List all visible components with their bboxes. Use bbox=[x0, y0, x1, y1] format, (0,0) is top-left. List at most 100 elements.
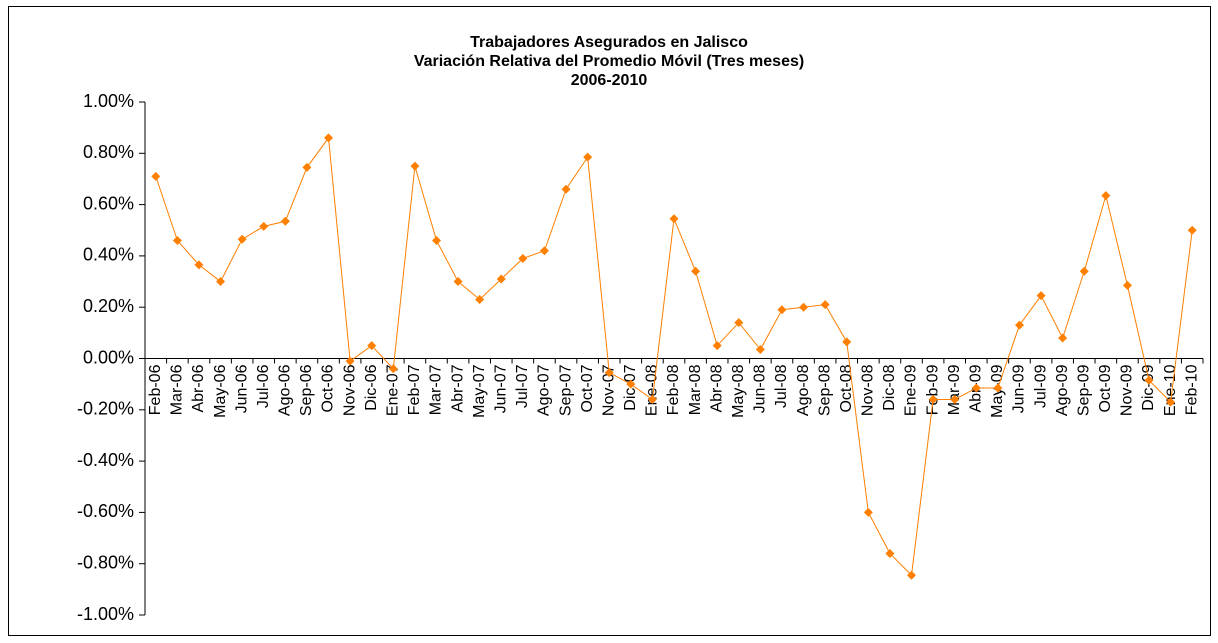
x-tick-label: Dic-06 bbox=[363, 364, 380, 410]
x-tick-label: Feb-06 bbox=[147, 364, 164, 415]
x-tick-label: Ago-09 bbox=[1054, 364, 1071, 416]
data-point bbox=[885, 548, 895, 558]
x-tick-label: Sep-06 bbox=[298, 364, 315, 416]
data-point bbox=[345, 356, 355, 366]
data-point bbox=[151, 171, 161, 181]
data-point bbox=[367, 341, 377, 351]
data-point bbox=[539, 246, 549, 256]
x-tick-label: Abr-08 bbox=[708, 364, 725, 412]
data-point bbox=[626, 379, 636, 389]
data-point bbox=[928, 395, 938, 405]
x-tick-label: Feb-08 bbox=[665, 364, 682, 415]
x-tick-label: Nov-08 bbox=[860, 364, 877, 416]
y-tick-label: -0.60% bbox=[77, 501, 134, 521]
x-tick-label: Jun-08 bbox=[752, 364, 769, 413]
data-point bbox=[604, 368, 614, 378]
data-point bbox=[907, 570, 917, 580]
data-point bbox=[475, 295, 485, 305]
x-tick-label: Feb-07 bbox=[406, 364, 423, 415]
x-tick-label: Ene-09 bbox=[903, 364, 920, 416]
y-tick-label: 0.80% bbox=[83, 142, 134, 162]
data-point bbox=[734, 318, 744, 328]
x-tick-label: Nov-09 bbox=[1119, 364, 1136, 416]
chart-border bbox=[8, 6, 1211, 636]
data-point bbox=[561, 184, 571, 194]
data-point bbox=[216, 277, 226, 287]
x-tick-label: May-07 bbox=[471, 364, 488, 417]
y-tick-label: 0.40% bbox=[83, 245, 134, 265]
data-point bbox=[1036, 291, 1046, 301]
x-tick-label: Abr-06 bbox=[190, 364, 207, 412]
data-point bbox=[971, 383, 981, 393]
y-tick-label: 0.20% bbox=[83, 296, 134, 316]
data-point bbox=[755, 345, 765, 355]
y-tick-label: 0.00% bbox=[83, 347, 134, 367]
data-point bbox=[431, 236, 441, 246]
x-tick-label: Dic-09 bbox=[1140, 364, 1157, 410]
x-tick-label: Mar-08 bbox=[687, 364, 704, 415]
data-point bbox=[280, 216, 290, 226]
x-tick-label: Oct-06 bbox=[320, 364, 337, 412]
data-point bbox=[410, 161, 420, 171]
data-point bbox=[1101, 191, 1111, 201]
x-tick-label: Feb-09 bbox=[924, 364, 941, 415]
x-tick-label: Jun-09 bbox=[1011, 364, 1028, 413]
x-tick-label: Jul-08 bbox=[773, 364, 790, 408]
x-tick-label: Jul-07 bbox=[514, 364, 531, 408]
chart-subtitle: Variación Relativa del Promedio Móvil (T… bbox=[414, 53, 804, 70]
x-tick-label: Jun-07 bbox=[492, 364, 509, 413]
chart-title: Trabajadores Asegurados en Jalisco bbox=[470, 34, 748, 51]
y-tick-label: -1.00% bbox=[77, 604, 134, 624]
data-point bbox=[950, 395, 960, 405]
data-point bbox=[777, 305, 787, 315]
data-point bbox=[259, 221, 269, 231]
data-point bbox=[863, 507, 873, 517]
x-tick-label: Ene-10 bbox=[1162, 364, 1179, 416]
data-point bbox=[647, 395, 657, 405]
data-point bbox=[324, 133, 334, 143]
data-point bbox=[388, 364, 398, 374]
data-point bbox=[1014, 320, 1024, 330]
data-point bbox=[302, 162, 312, 172]
x-tick-label: Nov-06 bbox=[341, 364, 358, 416]
chart-subtitle: 2006-2010 bbox=[571, 72, 648, 89]
data-point bbox=[712, 341, 722, 351]
data-point bbox=[799, 302, 809, 312]
x-tick-label: Ago-08 bbox=[795, 364, 812, 416]
data-point bbox=[820, 300, 830, 310]
data-point bbox=[1122, 280, 1132, 290]
y-tick-label: -0.20% bbox=[77, 399, 134, 419]
x-tick-label: May-08 bbox=[730, 364, 747, 417]
y-tick-label: 1.00% bbox=[83, 91, 134, 111]
x-tick-label: Sep-08 bbox=[816, 364, 833, 416]
x-tick-label: Ago-07 bbox=[536, 364, 553, 416]
x-tick-label: Sep-09 bbox=[1075, 364, 1092, 416]
x-tick-label: Mar-06 bbox=[169, 364, 186, 415]
x-tick-label: Oct-07 bbox=[579, 364, 596, 412]
x-tick-label: Jun-06 bbox=[233, 364, 250, 413]
data-point bbox=[194, 260, 204, 270]
data-point bbox=[237, 234, 247, 244]
x-tick-label: Abr-07 bbox=[449, 364, 466, 412]
data-point bbox=[583, 152, 593, 162]
data-point bbox=[1144, 375, 1154, 385]
x-tick-label: Nov-07 bbox=[600, 364, 617, 416]
y-tick-label: -0.40% bbox=[77, 450, 134, 470]
data-point bbox=[1058, 333, 1068, 343]
data-point bbox=[669, 214, 679, 224]
x-tick-label: Feb-10 bbox=[1183, 364, 1200, 415]
x-tick-label: Oct-09 bbox=[1097, 364, 1114, 412]
data-point bbox=[1079, 266, 1089, 276]
data-point bbox=[1187, 225, 1197, 235]
x-tick-label: Sep-07 bbox=[557, 364, 574, 416]
x-tick-label: May-06 bbox=[212, 364, 229, 417]
x-tick-label: Mar-07 bbox=[428, 364, 445, 415]
x-tick-label: Ene-07 bbox=[385, 364, 402, 416]
x-tick-label: Jul-09 bbox=[1032, 364, 1049, 408]
x-tick-label: Dic-08 bbox=[881, 364, 898, 410]
data-point bbox=[453, 277, 463, 287]
x-tick-label: Ago-06 bbox=[277, 364, 294, 416]
x-tick-label: Mar-09 bbox=[946, 364, 963, 415]
